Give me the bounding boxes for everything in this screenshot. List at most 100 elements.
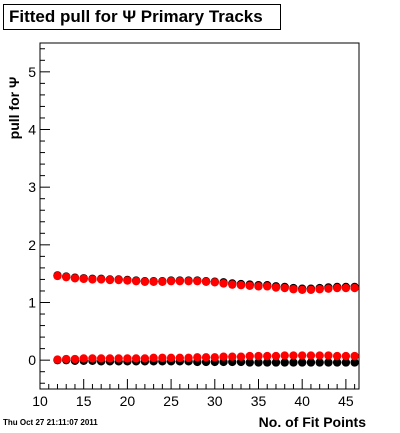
plot-frame bbox=[39, 42, 360, 390]
data-marks bbox=[53, 271, 359, 367]
x-tick-label: 15 bbox=[76, 393, 92, 409]
data-point bbox=[105, 354, 115, 363]
datestamp: Thu Oct 27 21:11:07 2011 bbox=[3, 418, 98, 427]
data-point bbox=[184, 353, 193, 363]
data-point bbox=[341, 283, 351, 293]
y-axis-label: pull for Ψ bbox=[6, 77, 22, 140]
x-tick-label: 40 bbox=[294, 393, 310, 409]
y-tick-label: 1 bbox=[28, 295, 36, 311]
data-point bbox=[236, 352, 246, 361]
data-point bbox=[140, 277, 150, 286]
data-point bbox=[88, 354, 97, 363]
data-point bbox=[219, 352, 228, 361]
data-point bbox=[88, 275, 97, 284]
data-point bbox=[131, 276, 141, 286]
data-point bbox=[53, 355, 62, 364]
data-point bbox=[79, 354, 88, 363]
data-point bbox=[96, 275, 106, 284]
data-point bbox=[149, 277, 158, 286]
x-tick-label: 25 bbox=[163, 393, 179, 409]
data-point bbox=[315, 351, 324, 360]
data-point bbox=[315, 358, 324, 367]
data-point bbox=[201, 353, 211, 362]
y-tick-label: 0 bbox=[28, 352, 36, 368]
data-point bbox=[306, 351, 316, 360]
data-point bbox=[70, 274, 80, 283]
data-point bbox=[123, 276, 132, 285]
data-point bbox=[114, 275, 123, 285]
data-point bbox=[175, 353, 185, 363]
data-point bbox=[341, 351, 351, 361]
data-point bbox=[131, 354, 141, 363]
data-point bbox=[350, 358, 359, 367]
data-point bbox=[271, 358, 281, 367]
y-tick-label: 5 bbox=[28, 64, 36, 80]
data-point bbox=[105, 275, 115, 285]
data-point bbox=[297, 285, 307, 295]
data-point bbox=[96, 354, 106, 363]
data-point bbox=[245, 358, 254, 367]
data-point bbox=[149, 353, 158, 363]
series-1 bbox=[53, 271, 359, 295]
data-point bbox=[254, 351, 263, 361]
data-point bbox=[289, 358, 298, 367]
data-point bbox=[332, 283, 342, 293]
data-point bbox=[271, 351, 281, 361]
data-point bbox=[341, 358, 351, 367]
data-point bbox=[297, 358, 307, 367]
data-point bbox=[166, 276, 176, 286]
y-tick-label: 2 bbox=[28, 237, 36, 253]
data-point bbox=[263, 358, 272, 367]
data-point bbox=[219, 279, 228, 288]
data-point bbox=[306, 358, 316, 367]
data-point bbox=[245, 281, 254, 290]
x-axis-label: No. of Fit Points bbox=[259, 414, 367, 430]
data-point bbox=[236, 281, 246, 290]
data-point bbox=[289, 285, 298, 294]
y-tick-label: 3 bbox=[28, 179, 36, 195]
data-point bbox=[166, 353, 176, 363]
y-tick-label: 4 bbox=[28, 122, 36, 138]
data-point bbox=[184, 276, 193, 286]
data-point bbox=[324, 284, 333, 293]
x-tick-label: 10 bbox=[32, 393, 48, 409]
data-point bbox=[228, 352, 237, 361]
data-point bbox=[263, 351, 272, 361]
data-point bbox=[297, 351, 307, 360]
data-point bbox=[289, 351, 298, 360]
data-point bbox=[70, 354, 80, 364]
data-point bbox=[254, 282, 263, 291]
chart-title: Fitted pull for Ψ Primary Tracks bbox=[3, 4, 281, 30]
data-point bbox=[175, 276, 185, 286]
x-tick-label: 20 bbox=[120, 393, 136, 409]
data-point bbox=[114, 354, 123, 363]
data-point bbox=[62, 272, 71, 282]
data-point bbox=[210, 353, 219, 362]
data-point bbox=[79, 274, 88, 284]
data-point bbox=[228, 280, 237, 289]
data-point bbox=[193, 353, 202, 362]
x-tick-label: 45 bbox=[338, 393, 354, 409]
data-point bbox=[280, 358, 289, 367]
data-point bbox=[350, 283, 359, 293]
data-point bbox=[201, 277, 211, 286]
data-point bbox=[315, 285, 324, 294]
data-point bbox=[193, 276, 202, 286]
data-point bbox=[158, 353, 167, 363]
series-3 bbox=[53, 351, 359, 364]
x-tick-label: 30 bbox=[207, 393, 223, 409]
data-point bbox=[158, 277, 167, 286]
data-point bbox=[332, 351, 342, 361]
x-tick-label: 35 bbox=[251, 393, 267, 409]
data-point bbox=[324, 351, 333, 360]
data-point bbox=[62, 354, 71, 364]
data-point bbox=[263, 282, 272, 291]
data-point bbox=[350, 351, 359, 361]
data-point bbox=[140, 354, 150, 363]
data-point bbox=[324, 358, 333, 367]
data-point bbox=[280, 351, 289, 360]
data-point bbox=[210, 278, 219, 287]
data-point bbox=[123, 354, 132, 363]
